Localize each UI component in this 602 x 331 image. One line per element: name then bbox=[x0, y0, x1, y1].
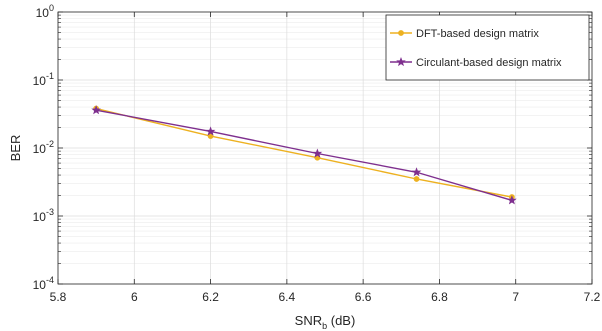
x-axis-label: SNRb (dB) bbox=[295, 313, 356, 331]
legend: DFT-based design matrix Circulant-based d… bbox=[385, 14, 590, 81]
legend-swatch-marker bbox=[398, 30, 404, 36]
x-tick-label: 6.2 bbox=[202, 290, 219, 304]
series-2-point bbox=[507, 195, 517, 205]
y-tick-label: 10-2 bbox=[33, 139, 54, 156]
y-tick-label: 10-1 bbox=[33, 71, 54, 88]
legend-label: DFT-based design matrix bbox=[416, 28, 539, 40]
series-1-point bbox=[413, 176, 420, 182]
legend-items: DFT-based design matrix Circulant-based d… bbox=[390, 28, 562, 69]
y-tick-label: 100 bbox=[36, 3, 54, 20]
x-tick-label: 7 bbox=[512, 290, 519, 304]
y-tick-labels: 10-4 10-3 10-2 10-1 100 bbox=[33, 3, 54, 292]
series-layer bbox=[91, 105, 517, 205]
series-2-point bbox=[411, 167, 422, 177]
x-tick-label: 6.6 bbox=[355, 290, 372, 304]
x-tick-label: 6.8 bbox=[431, 290, 448, 304]
legend-label: Circulant-based design matrix bbox=[416, 57, 562, 69]
x-tick-label: 7.2 bbox=[584, 290, 601, 304]
y-tick-label: 10-4 bbox=[33, 275, 54, 292]
series-2-point bbox=[91, 105, 101, 115]
x-tick-label: 6.4 bbox=[279, 290, 296, 304]
series-2-point bbox=[205, 126, 216, 136]
y-axis-label: BER bbox=[8, 135, 23, 162]
legend-swatch-marker bbox=[396, 56, 406, 67]
ticks bbox=[57, 11, 593, 285]
x-tick-label: 5.8 bbox=[50, 290, 67, 304]
x-tick-label: 6 bbox=[131, 290, 138, 304]
legend-box bbox=[385, 14, 590, 81]
x-tick-labels: 5.8 6 6.2 6.4 6.6 6.8 7 7.2 bbox=[50, 290, 601, 304]
y-tick-label: 10-3 bbox=[33, 207, 54, 224]
series-2-point bbox=[312, 148, 323, 158]
